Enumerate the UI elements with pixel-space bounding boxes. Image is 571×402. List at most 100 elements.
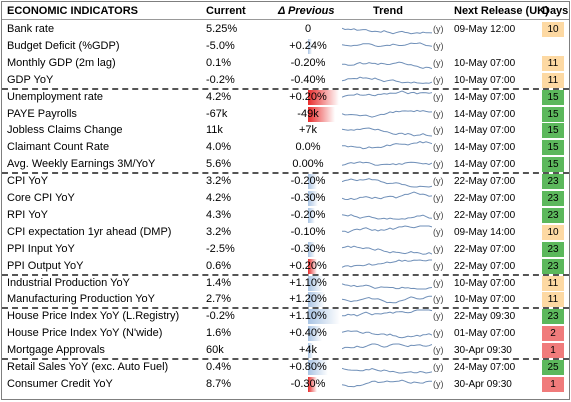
days-badge: 15 — [542, 123, 564, 139]
indicator-name: House Price Index YoY (L.Registry) — [7, 310, 180, 323]
table-row: Industrial Production YoY 1.4% +1.10% (y) 10… — [2, 275, 569, 292]
table-row: GDP YoY -0.2% -0.40% (y) 10-May 07:00 11 — [2, 72, 569, 89]
days-badge: 10 — [542, 22, 564, 37]
yearly-link[interactable]: (y) — [433, 125, 444, 136]
col-previous-header[interactable]: Δ Previous — [278, 5, 335, 17]
yearly-link[interactable]: (y) — [433, 40, 444, 51]
days-badge: 11 — [542, 292, 564, 308]
yearly-link[interactable]: (y) — [433, 260, 444, 271]
trend-sparkline — [341, 207, 433, 227]
table-row: Unemployment rate 4.2% +0.20% (y) 14-May 07:… — [2, 89, 569, 106]
days-badge: 23 — [542, 309, 564, 325]
yearly-link[interactable]: (y) — [433, 176, 444, 187]
indicator-name: Claimant Count Rate — [7, 141, 110, 154]
group-separator — [2, 172, 569, 175]
delta-bar-red — [308, 89, 339, 105]
col-trend-header: Trend — [373, 5, 403, 17]
trend-sparkline — [341, 376, 432, 396]
indicator-name: House Price Index YoY (N'wide) — [7, 327, 163, 340]
yearly-link[interactable]: (y) — [433, 328, 444, 339]
trend-sparkline — [341, 72, 433, 92]
previous-delta: 0 — [304, 23, 312, 35]
days-badge: 15 — [542, 89, 564, 105]
trend-sparkline — [341, 359, 433, 379]
trend-sparkline — [342, 55, 433, 75]
trend-sparkline — [341, 173, 433, 193]
yearly-link[interactable]: (y) — [433, 243, 444, 254]
days-badge: 15 — [542, 106, 564, 122]
col-next-release-header[interactable]: Next Release (UK) — [454, 5, 549, 17]
indicator-name: Bank rate — [7, 23, 55, 35]
delta-bar-blue — [308, 326, 322, 342]
table-row: CPI expectation 1yr ahead (DMP) 3.2% -0.10… — [2, 224, 569, 241]
current-value: 1.6% — [206, 327, 232, 340]
next-release-date: 22-May 07:00 — [454, 176, 516, 188]
next-release-date: 14-May 07:00 — [454, 125, 516, 137]
current-value: 3.2% — [206, 175, 232, 188]
indicator-name: GDP YoY — [7, 73, 54, 86]
yearly-link[interactable]: (y) — [433, 345, 444, 356]
trend-sparkline — [341, 258, 432, 278]
yearly-link[interactable]: (y) — [433, 209, 444, 220]
table-row: Mortgage Approvals 60k +4k (y) 30-Apr 09:30 1 — [2, 342, 569, 359]
previous-delta: 0.00% — [292, 158, 324, 171]
yearly-link[interactable]: (y) — [433, 74, 444, 85]
previous-delta: 0.0% — [295, 141, 321, 154]
previous-delta: -0.30% — [290, 242, 326, 255]
next-release-date: 22-May 07:00 — [454, 243, 516, 255]
delta-bar-blue — [308, 38, 312, 54]
indicator-name: Unemployment rate — [7, 90, 103, 103]
trend-sparkline — [341, 291, 433, 311]
table-row: Core CPI YoY 4.2% -0.30% (y) 22-May 07:00 23 — [2, 190, 569, 207]
yearly-link[interactable]: (y) — [433, 277, 444, 288]
delta-bar-blue — [308, 241, 315, 257]
previous-delta: +0.20% — [289, 90, 327, 103]
yearly-link[interactable]: (y) — [433, 108, 444, 119]
yearly-link[interactable]: (y) — [433, 378, 444, 389]
yearly-link[interactable]: (y) — [433, 362, 444, 372]
next-release-date: 09-May 14:00 — [454, 226, 516, 238]
current-value: 8.7% — [206, 377, 232, 390]
next-release-date: 24-May 07:00 — [454, 362, 516, 373]
days-badge: 1 — [542, 376, 564, 392]
trend-sparkline — [341, 325, 433, 345]
trend-sparkline — [341, 89, 433, 109]
yearly-link[interactable]: (y) — [433, 159, 444, 170]
previous-delta: +0.24% — [289, 39, 327, 52]
trend-sparkline — [341, 241, 433, 261]
table-row: Consumer Credit YoY 8.7% -0.30% (y) 30-Apr 0… — [2, 376, 569, 393]
table-row: House Price Index YoY (N'wide) 1.6% +0.40%… — [2, 325, 569, 342]
yearly-link[interactable]: (y) — [433, 294, 444, 305]
current-value: 5.6% — [206, 158, 232, 171]
yearly-link[interactable]: (y) — [433, 226, 444, 237]
previous-delta: -0.10% — [290, 225, 326, 238]
yearly-link[interactable]: (y) — [433, 91, 444, 102]
delta-bar-blue — [308, 207, 315, 223]
current-value: -67k — [206, 107, 228, 120]
days-badge: 23 — [542, 258, 564, 274]
col-current-header[interactable]: Current — [206, 5, 246, 17]
indicator-name: Manufacturing Production YoY — [7, 293, 155, 306]
days-badge: 25 — [542, 360, 564, 375]
delta-bar-red — [308, 258, 317, 274]
delta-bar-blue — [308, 275, 323, 291]
indicator-name: CPI expectation 1yr ahead (DMP) — [7, 225, 172, 238]
days-badge: 23 — [542, 241, 564, 257]
days-badge: 10 — [542, 224, 564, 240]
yearly-link[interactable]: (y) — [433, 24, 444, 34]
trend-sparkline — [341, 308, 433, 328]
previous-delta: +1.20% — [289, 293, 327, 306]
yearly-link[interactable]: (y) — [433, 311, 444, 322]
previous-delta: +1.10% — [289, 310, 327, 323]
yearly-link[interactable]: (y) — [433, 142, 444, 153]
yearly-link[interactable]: (y) — [433, 193, 444, 203]
days-badge: 11 — [542, 55, 564, 71]
next-release-date: 14-May 07:00 — [454, 159, 516, 171]
indicator-name: PPI Input YoY — [7, 242, 75, 255]
table-row: House Price Index YoY (L.Registry) -0.2% +… — [2, 308, 569, 325]
previous-delta: -0.20% — [290, 56, 326, 69]
yearly-link[interactable]: (y) — [433, 57, 444, 68]
indicator-name: Mortgage Approvals — [7, 344, 105, 357]
col-days-header[interactable]: Days — [542, 5, 569, 17]
days-badge: 23 — [542, 191, 564, 206]
